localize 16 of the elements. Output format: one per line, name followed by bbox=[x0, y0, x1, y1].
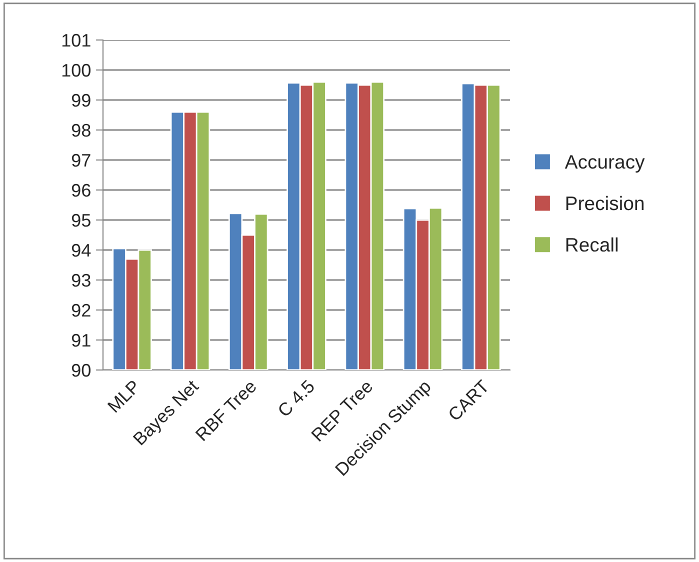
y-tick-label: 90 bbox=[72, 364, 90, 377]
y-tick-label: 98 bbox=[72, 124, 90, 137]
x-tick-label: C 4.5 bbox=[276, 379, 316, 418]
y-tick-label: 94 bbox=[72, 244, 91, 257]
legend-label: Precision bbox=[566, 196, 644, 210]
y-tick-label: 95 bbox=[72, 214, 90, 227]
legend-label: Recall bbox=[566, 237, 618, 252]
y-tick-label: 91 bbox=[72, 334, 90, 347]
y-tick-label: 93 bbox=[72, 274, 90, 287]
y-tick-label: 92 bbox=[72, 304, 90, 317]
y-tick-label: 101 bbox=[62, 34, 90, 47]
y-tick-label: 96 bbox=[72, 184, 90, 197]
y-tick-label: 100 bbox=[62, 64, 90, 77]
y-tick-label: 99 bbox=[72, 94, 90, 107]
legend-label: Accuracy bbox=[564, 155, 645, 173]
y-tick-label: 97 bbox=[72, 154, 90, 167]
